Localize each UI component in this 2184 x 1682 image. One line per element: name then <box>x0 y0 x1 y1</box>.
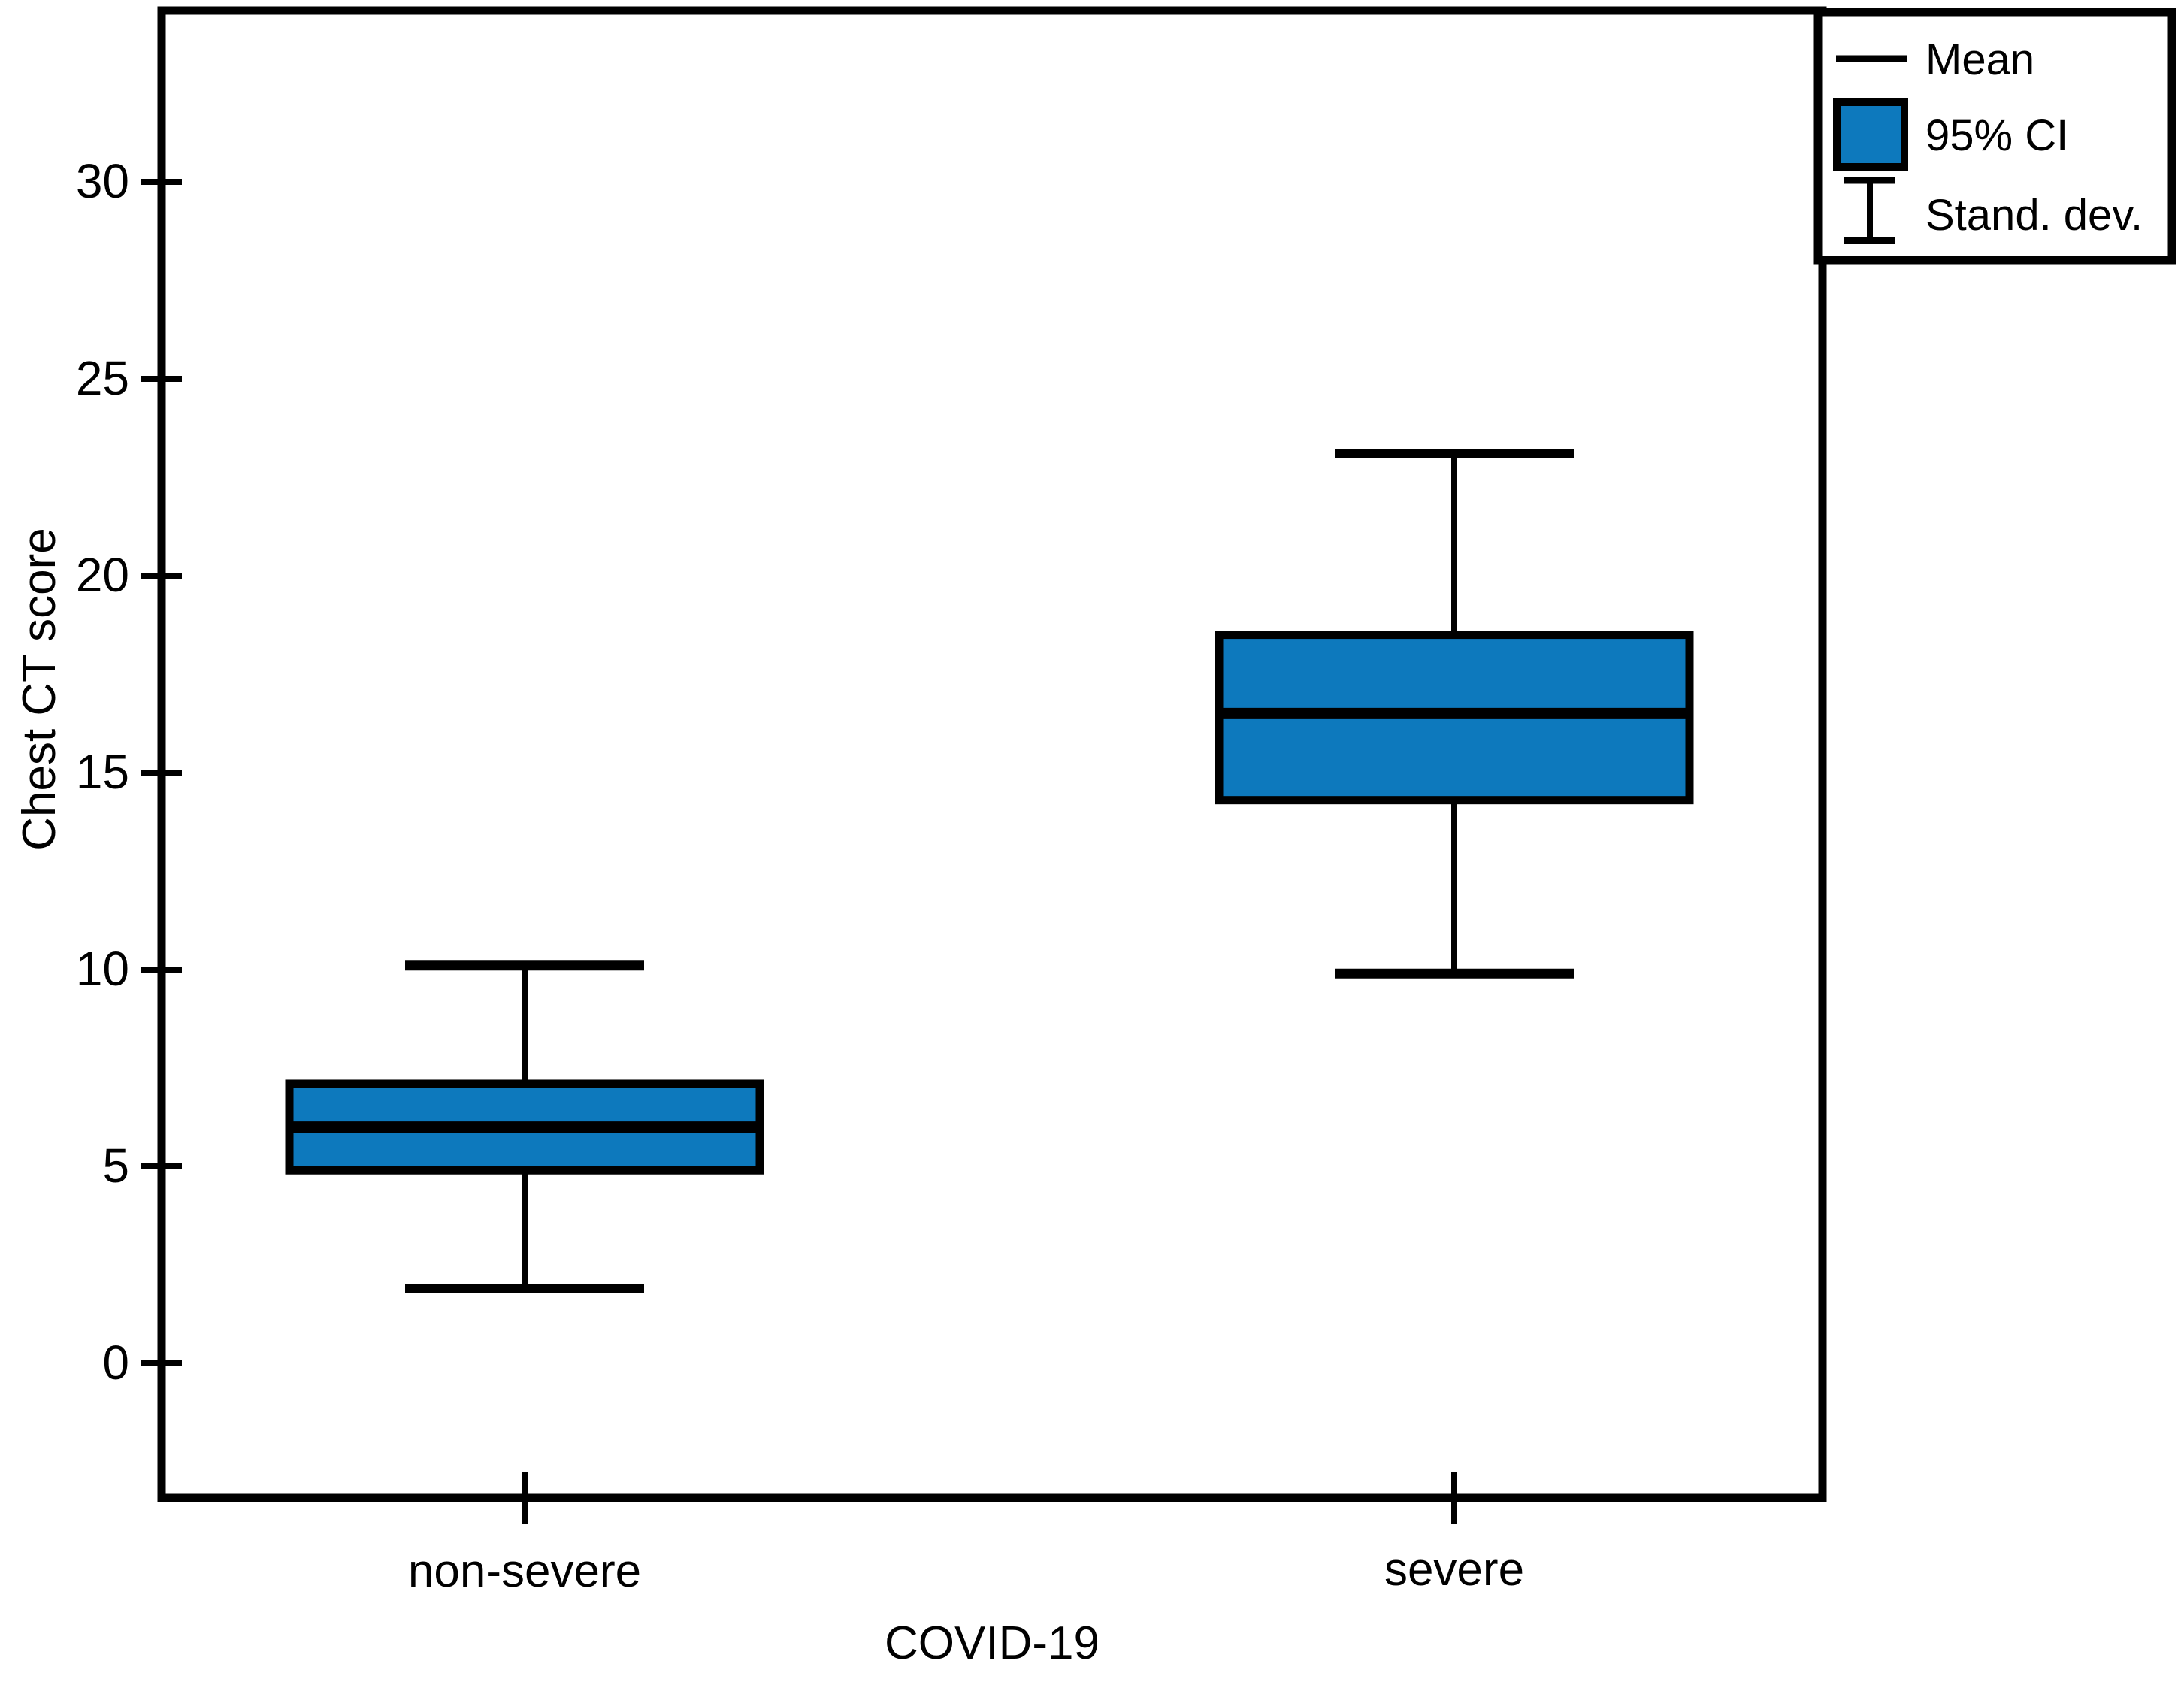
y-axis-title: Chest CT score <box>14 528 65 851</box>
category-label-severe: severe <box>1384 1544 1524 1596</box>
legend-label-sd: Stand. dev. <box>1925 191 2143 240</box>
x-axis-title: COVID-19 <box>885 1617 1100 1669</box>
legend: Mean 95% CI Stand. dev. <box>1813 8 2176 265</box>
box-severe <box>1215 449 1694 979</box>
box-glyphs <box>285 449 1694 1293</box>
y-tick-label-15: 15 <box>76 745 129 799</box>
legend-error-bar-icon <box>1844 177 1895 244</box>
category-label-non-severe: non-severe <box>408 1545 641 1597</box>
y-tick-label-25: 25 <box>76 351 129 405</box>
y-tick-label-10: 10 <box>76 942 129 996</box>
y-tick-label-0: 0 <box>102 1336 129 1390</box>
legend-label-mean: Mean <box>1925 35 2034 84</box>
y-tick-label-20: 20 <box>76 548 129 602</box>
legend-label-ci: 95% CI <box>1925 111 2068 160</box>
y-axis-ticks: 0 5 10 15 20 25 30 <box>76 154 182 1390</box>
x-axis-ticks <box>522 1472 1457 1524</box>
box-non-severe <box>285 960 764 1293</box>
y-tick-label-5: 5 <box>102 1139 129 1193</box>
plot-area-border <box>157 6 1827 1502</box>
legend-ci-box-icon <box>1833 98 1908 171</box>
y-tick-label-30: 30 <box>76 154 129 208</box>
